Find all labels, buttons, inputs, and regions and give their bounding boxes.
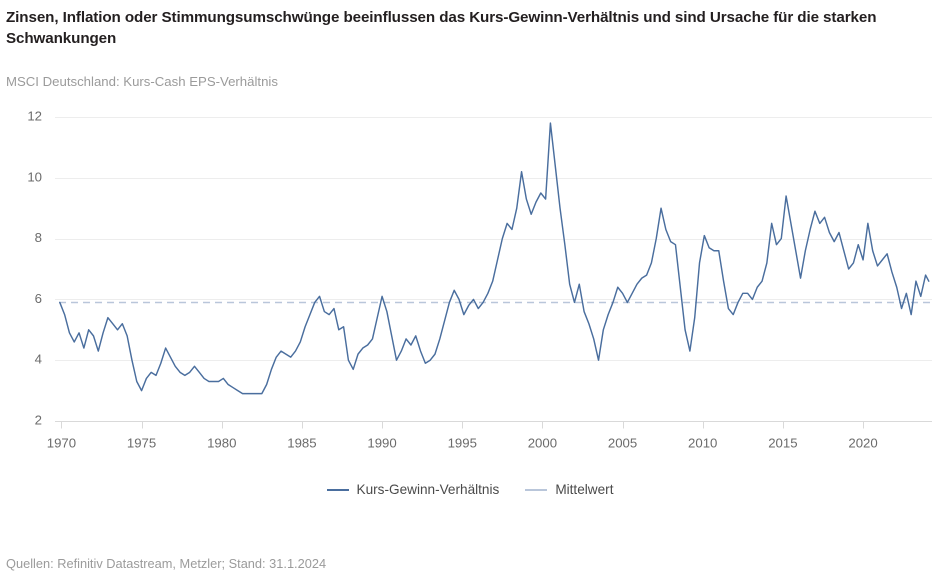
x-axis-tick-label: 1990 (367, 436, 396, 451)
chart-legend: Kurs-Gewinn-Verhältnis Mittelwert (0, 482, 940, 497)
x-axis-ticks: 1970 1975 1980 1985 1990 1995 2000 2005 2010 2015… (47, 421, 878, 451)
y-axis-tick-label: 12 (27, 108, 42, 123)
y-axis-tick-label: 6 (35, 291, 42, 306)
y-axis-tick-label: 4 (35, 352, 42, 367)
x-axis-tick-label: 2015 (768, 436, 797, 451)
page-title: Zinsen, Inflation oder Stimmungsumschwün… (6, 9, 877, 47)
line-chart: 2 4 6 8 10 12 1970 1975 1980 1985 1990 1995 2000 200… (27, 108, 932, 451)
chart-subtitle: MSCI Deutschland: Kurs-Cash EPS-Verhältn… (6, 74, 278, 89)
chart-plot-area: 2 4 6 8 10 12 1970 1975 1980 1985 1990 1995 2000 200… (0, 100, 940, 460)
legend-item-series[interactable]: Kurs-Gewinn-Verhältnis (326, 482, 500, 497)
y-axis-tick-label: 8 (35, 230, 42, 245)
x-axis-tick-label: 1980 (207, 436, 236, 451)
legend-item-mean[interactable]: Mittelwert (525, 482, 613, 497)
x-axis-tick-label: 2000 (528, 436, 557, 451)
legend-label-mean: Mittelwert (555, 482, 614, 497)
x-axis-tick-label: 1975 (127, 436, 156, 451)
legend-label-series: Kurs-Gewinn-Verhältnis (356, 482, 500, 497)
x-axis-tick-label: 2020 (848, 436, 877, 451)
y-axis-tick-label: 2 (35, 412, 42, 427)
legend-swatch-icon-mean (525, 488, 548, 491)
legend-swatch-icon-series (326, 488, 349, 491)
x-axis-tick-label: 2010 (688, 436, 717, 451)
x-axis-tick-label: 1995 (448, 436, 477, 451)
x-axis-tick-label: 1985 (287, 436, 316, 451)
gridlines-group (55, 117, 932, 422)
y-axis-ticks: 2 4 6 8 10 12 (27, 108, 42, 427)
series-line-kurs-gewinn-verhaeltnis (59, 122, 930, 395)
y-axis-tick-label: 10 (27, 169, 42, 184)
source-note: Quellen: Refinitiv Datastream, Metzler; … (6, 556, 327, 571)
x-axis-tick-label: 2005 (608, 436, 637, 451)
x-axis-tick-label: 1970 (47, 436, 76, 451)
